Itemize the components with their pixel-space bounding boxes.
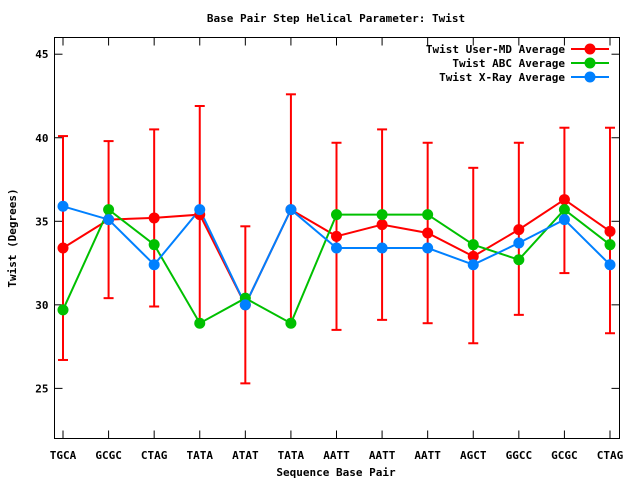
- data-point: [194, 317, 206, 329]
- data-point: [148, 259, 160, 271]
- x-tick-label: AATT: [414, 449, 441, 462]
- legend-label: Twist User-MD Average: [426, 43, 565, 56]
- data-point: [57, 242, 69, 254]
- legend-swatch-marker: [584, 57, 596, 69]
- x-tick-label: CTAG: [141, 449, 168, 462]
- series-points: [57, 194, 616, 329]
- x-tick-label: GCGC: [95, 449, 122, 462]
- y-tick-label: 40: [35, 132, 48, 145]
- x-tick-label: AGCT: [460, 449, 487, 462]
- x-tick-label: AATT: [323, 449, 350, 462]
- y-tick-label: 45: [35, 48, 48, 61]
- data-point: [285, 204, 297, 216]
- data-point: [194, 204, 206, 216]
- data-point: [604, 259, 616, 271]
- data-point: [57, 304, 69, 316]
- chart-title: Base Pair Step Helical Parameter: Twist: [207, 12, 465, 25]
- data-point: [513, 254, 525, 266]
- data-point: [331, 242, 342, 254]
- data-point: [467, 250, 479, 262]
- data-point: [422, 209, 434, 221]
- data-point: [376, 219, 388, 231]
- x-tick-label: TATA: [278, 449, 305, 462]
- data-point: [376, 209, 388, 221]
- legend-label: Twist ABC Average: [452, 57, 565, 70]
- data-point: [103, 214, 115, 226]
- data-point: [148, 239, 160, 251]
- x-axis: TGCA GCGC CTAG TATA ATAT TATA AATT AATT AATT AGCT…: [50, 37, 624, 462]
- data-point: [331, 230, 342, 242]
- data-point: [604, 225, 616, 237]
- y-axis: 25 30 35 40 45: [35, 48, 620, 395]
- x-tick-label: AATT: [369, 449, 396, 462]
- data-point: [604, 239, 616, 251]
- data-point: [103, 204, 115, 216]
- x-tick-label: TGCA: [50, 449, 77, 462]
- x-axis-label: Sequence Base Pair: [276, 466, 396, 479]
- data-point: [376, 242, 388, 254]
- x-tick-label: GGCC: [506, 449, 533, 462]
- data-point: [285, 317, 297, 329]
- data-point: [467, 239, 479, 251]
- data-point: [148, 212, 160, 224]
- y-tick-label: 30: [35, 299, 48, 312]
- y-tick-label: 35: [35, 215, 48, 228]
- data-point: [57, 200, 69, 212]
- data-point: [513, 224, 525, 236]
- data-point: [422, 227, 434, 239]
- y-tick-label: 25: [35, 382, 48, 395]
- x-tick-label: GCGC: [551, 449, 578, 462]
- data-point: [467, 259, 479, 271]
- x-tick-label: ATAT: [232, 449, 259, 462]
- x-tick-label: TATA: [187, 449, 214, 462]
- data-point: [239, 299, 251, 311]
- legend-swatch-marker: [584, 71, 596, 83]
- data-point: [558, 194, 570, 206]
- x-tick-label: CTAG: [597, 449, 624, 462]
- data-point: [513, 237, 525, 249]
- data-point: [331, 209, 342, 221]
- data-point: [422, 242, 434, 254]
- legend-swatch-marker: [584, 43, 596, 55]
- y-axis-label: Twist (Degrees): [6, 188, 19, 287]
- data-point: [558, 204, 570, 216]
- legend-label: Twist X-Ray Average: [439, 71, 565, 84]
- data-point: [558, 214, 570, 226]
